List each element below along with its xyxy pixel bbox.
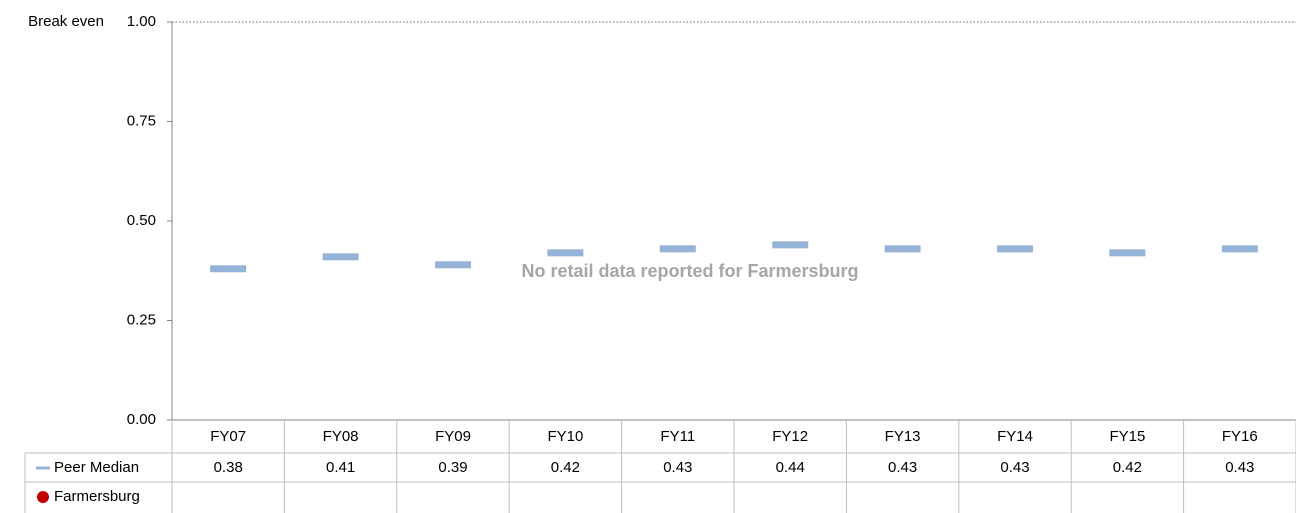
y-tick-label: 0.50 [127, 212, 156, 229]
reference-label: Break even [28, 13, 104, 30]
x-tick-label: FY14 [997, 428, 1033, 445]
table-value: 0.43 [663, 459, 692, 476]
y-tick-label: 0.25 [127, 311, 156, 328]
x-tick-label: FY10 [547, 428, 583, 445]
x-tick-label: FY12 [772, 428, 808, 445]
x-tick-label: FY09 [435, 428, 471, 445]
table-value: 0.42 [551, 459, 580, 476]
x-tick-label: FY08 [323, 428, 359, 445]
table-value: 0.44 [776, 459, 805, 476]
dash-marker [997, 245, 1033, 253]
y-tick-label: 1.00 [127, 13, 156, 30]
table-value: 0.39 [438, 459, 467, 476]
legend-key [36, 466, 50, 470]
dash-marker [435, 261, 471, 269]
table-value: 0.43 [888, 459, 917, 476]
y-tick-label: 0.75 [127, 112, 156, 129]
annotation: No retail data reported for Farmersburg [521, 261, 858, 281]
table-value: 0.38 [214, 459, 243, 476]
table-value: 0.42 [1113, 459, 1142, 476]
dash-marker [547, 249, 584, 257]
x-tick-label: FY13 [885, 428, 921, 445]
dash-marker [210, 265, 247, 273]
legend-label: Farmersburg [54, 488, 140, 505]
dash-marker [1109, 249, 1146, 257]
dash-marker [322, 253, 359, 261]
dash-marker [772, 241, 809, 249]
dash-marker [884, 245, 921, 253]
table-value: 0.41 [326, 459, 355, 476]
x-tick-label: FY16 [1222, 428, 1258, 445]
legend-key [37, 491, 49, 503]
x-tick-label: FY11 [660, 428, 695, 445]
table-value: 0.43 [1000, 459, 1029, 476]
dash-marker [659, 245, 696, 253]
dash-marker [1221, 245, 1258, 253]
y-tick-label: 0.00 [127, 411, 156, 428]
table-value: 0.43 [1225, 459, 1254, 476]
x-tick-label: FY15 [1109, 428, 1145, 445]
legend-label: Peer Median [54, 459, 139, 476]
x-tick-label: FY07 [210, 428, 246, 445]
